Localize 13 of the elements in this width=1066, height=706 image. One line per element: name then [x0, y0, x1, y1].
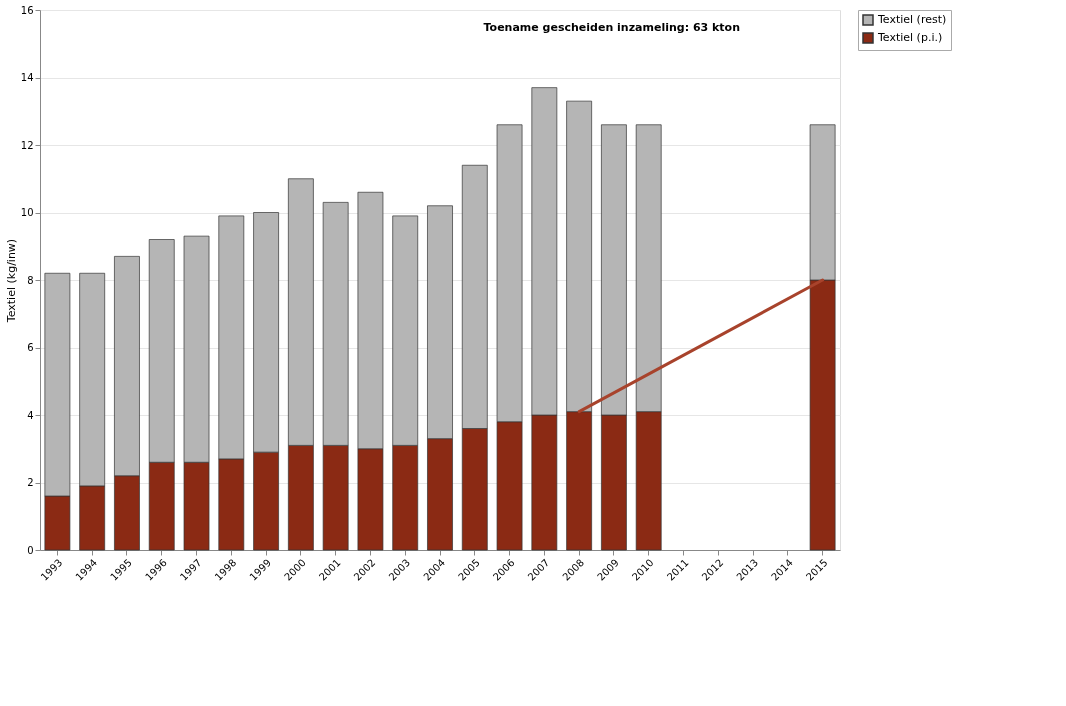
- y-tick-label: 6: [27, 342, 34, 353]
- y-tick-label: 10: [20, 207, 34, 218]
- y-tick-label: 0: [27, 544, 34, 556]
- annotation: Toename gescheiden inzameling: 63 kton: [483, 21, 740, 34]
- y-tick-label: 12: [20, 139, 34, 151]
- y-tick-label: 14: [20, 72, 34, 83]
- y-tick-label: 16: [20, 4, 34, 16]
- legend-label: Textiel (p.i.): [877, 31, 943, 44]
- y-tick-label: 8: [27, 274, 34, 286]
- y-tick-label: 4: [27, 409, 34, 421]
- legend-label: Textiel (rest): [877, 13, 947, 26]
- y-tick-label: 2: [27, 477, 34, 488]
- y-axis-title: Textiel (kg/inw): [4, 238, 18, 324]
